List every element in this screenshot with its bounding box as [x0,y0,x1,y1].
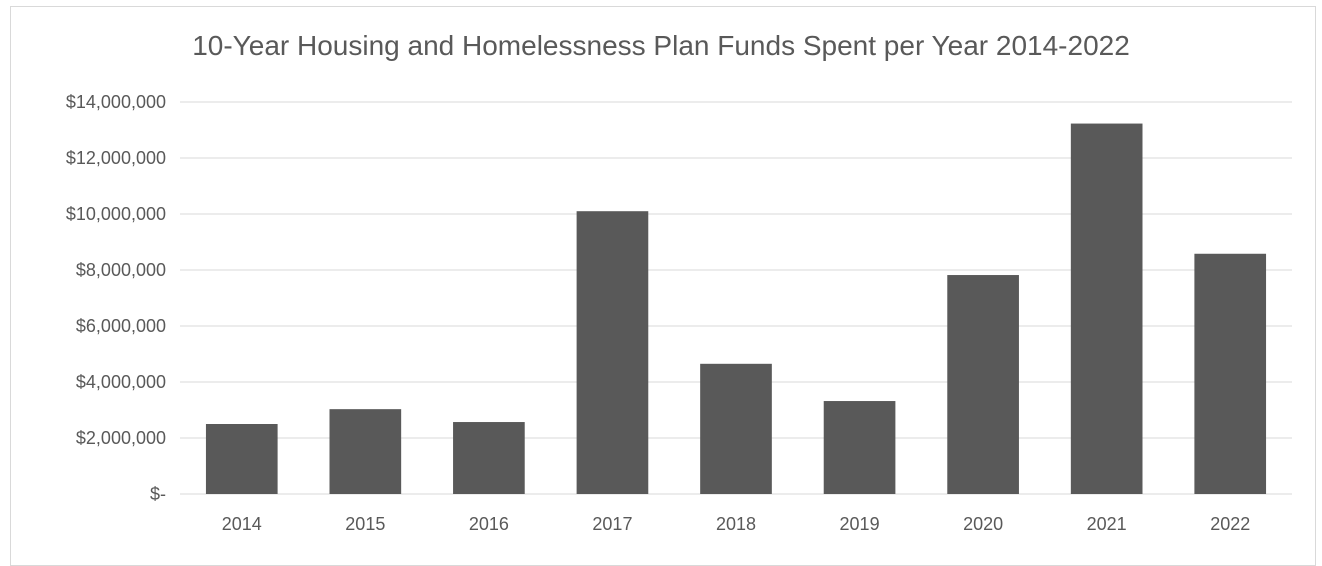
x-tick-label: 2021 [1087,514,1127,534]
chart-title: 10-Year Housing and Homelessness Plan Fu… [192,30,1130,61]
bar-2020 [947,275,1019,494]
bar-2014 [205,424,278,494]
x-tick-label: 2020 [963,514,1003,534]
x-tick-label: 2017 [592,514,632,534]
bar-2019 [823,401,896,494]
x-tick-label: 2019 [840,514,880,534]
y-tick-label: $12,000,000 [66,148,166,168]
y-tick-label: $2,000,000 [76,428,166,448]
bar-2022 [1194,253,1267,494]
y-axis-tick-labels: $- $2,000,000 $4,000,000 $6,000,000 $8,000,0… [66,92,166,504]
y-tick-label: $4,000,000 [76,372,166,392]
bar-2021 [1070,123,1143,494]
y-tick-label: $14,000,000 [66,92,166,112]
y-tick-label: $6,000,000 [76,316,166,336]
y-tick-label: $10,000,000 [66,204,166,224]
bar-2018 [700,363,772,494]
x-tick-label: 2016 [469,514,509,534]
x-tick-label: 2015 [345,514,385,534]
x-tick-label: 2022 [1210,514,1250,534]
bar-chart: $- $2,000,000 $4,000,000 $6,000,000 $8,000,0… [66,92,1292,534]
y-tick-label: $- [150,484,166,504]
x-tick-label: 2018 [716,514,756,534]
bars [205,123,1267,494]
x-axis-tick-labels: 2014 2015 2016 2017 2018 2019 2020 2021 2022 [222,514,1250,534]
bar-2015 [329,409,402,494]
x-tick-label: 2014 [222,514,262,534]
bar-2017 [576,211,649,494]
bar-2016 [453,422,525,494]
y-tick-label: $8,000,000 [76,260,166,280]
